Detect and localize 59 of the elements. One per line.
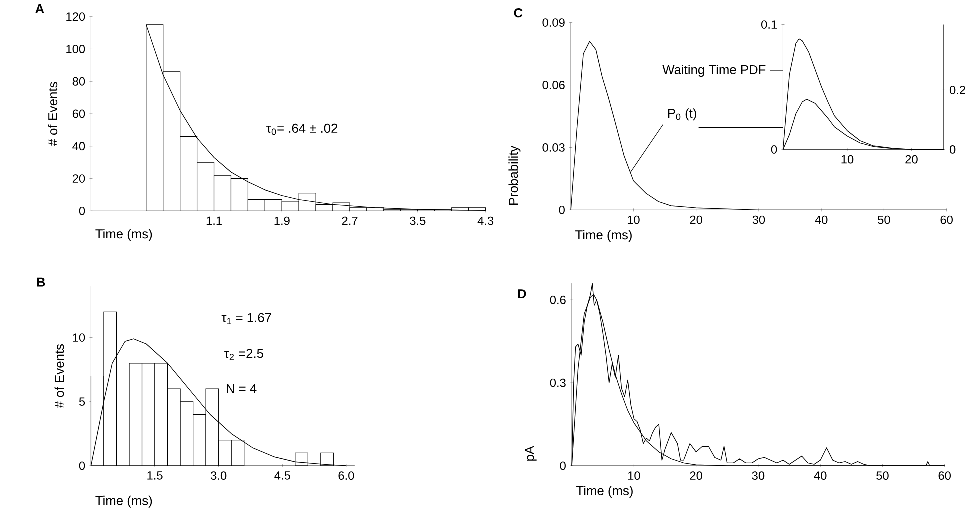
- y-tick-label: 0.03: [542, 144, 565, 152]
- y-tick-label: 40: [72, 142, 86, 151]
- y-tick-label: 100: [66, 45, 86, 54]
- x-tick-label: 20: [690, 216, 702, 224]
- y-tick-label: 80: [72, 77, 86, 86]
- y-tick-label: 0.1: [762, 20, 778, 30]
- y2-tick-label: 0: [950, 146, 956, 154]
- x-tick-label: 1.9: [274, 216, 290, 226]
- annotation: τ$_{2}$ =2.5: [224, 349, 264, 360]
- x-axis-title: Time (ms): [96, 229, 152, 242]
- annotation: N = 4: [227, 384, 257, 394]
- y-tick-label: 0.3: [550, 378, 566, 388]
- x-tick-label: 60: [938, 472, 951, 480]
- x-axis-title: Time (ms): [576, 230, 632, 242]
- y-tick-label: 0.6: [550, 296, 566, 304]
- x-axis-title: Time (ms): [96, 496, 152, 508]
- y-tick-label: 20: [72, 174, 86, 184]
- x-tick-label: 60: [940, 216, 953, 224]
- y-tick-label: 5: [79, 398, 86, 406]
- x-tick-label: 1.1: [206, 216, 222, 226]
- chart-title: C: [514, 8, 523, 18]
- x-tick-label: 1.5: [148, 472, 163, 480]
- y-tick-label: 0: [79, 462, 86, 470]
- y-tick-label: 120: [66, 12, 86, 22]
- y-tick-label: 0.06: [542, 81, 565, 90]
- chart-title: A: [36, 4, 44, 14]
- x-tick-label: 40: [815, 216, 828, 224]
- y-axis-title: # of Events: [54, 344, 64, 408]
- x-tick-label: 30: [752, 216, 766, 224]
- y-tick-label: 0.09: [542, 18, 565, 28]
- x-tick-label: 10: [628, 216, 640, 224]
- y-tick-label: 0: [79, 207, 86, 216]
- x-tick-label: 20: [690, 472, 702, 480]
- y-tick-label: 0: [559, 206, 565, 214]
- x-axis-title: Time (ms): [576, 486, 633, 498]
- annotation: τ$_{1}$ = 1.67: [222, 313, 272, 324]
- x-tick-label: 50: [876, 472, 889, 480]
- x-tick-label: 30: [752, 472, 765, 480]
- y-tick-label: 10: [73, 334, 86, 342]
- y-axis-title: Probability: [508, 146, 521, 206]
- y-axis-title: pA: [525, 446, 537, 462]
- y-axis-title: # of Events: [48, 82, 58, 146]
- x-tick-label: 10: [628, 472, 640, 480]
- x-tick-label: 4.5: [274, 472, 290, 480]
- chart-title: B: [37, 278, 46, 287]
- y-tick-label: 0: [560, 462, 566, 470]
- x-tick-label: 4.3: [478, 216, 494, 226]
- x-tick-label: 3.5: [410, 216, 426, 226]
- annotation: Waiting Time PDF: [662, 65, 766, 78]
- y-tick-label: 60: [72, 110, 86, 118]
- annotation: τ$_{0}$= .64 ± .02: [266, 124, 338, 136]
- x-tick-label: 50: [878, 216, 890, 224]
- x-tick-label: 40: [814, 472, 827, 480]
- x-tick-label: 3.0: [211, 472, 227, 480]
- chart-title: D: [518, 290, 526, 299]
- annotation: P$_{0}$ (t): [668, 108, 696, 121]
- y2-tick-label: 0.2: [950, 86, 966, 94]
- x-tick-label: 2.7: [342, 216, 358, 226]
- x-tick-label: 6.0: [338, 472, 354, 480]
